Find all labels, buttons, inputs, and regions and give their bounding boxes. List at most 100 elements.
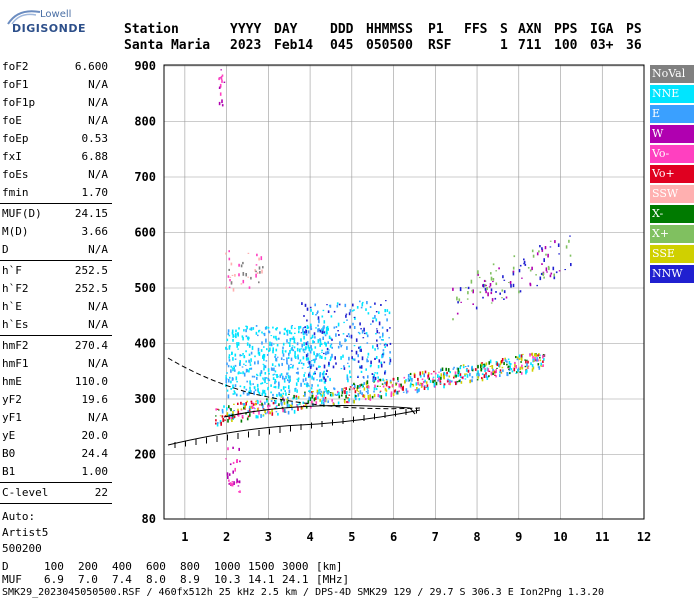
echo-dot xyxy=(266,398,268,401)
echo-dot xyxy=(258,330,260,333)
echo-dot xyxy=(359,345,362,349)
echo-dot xyxy=(296,404,299,406)
echo-dot xyxy=(333,326,336,329)
echo-dot xyxy=(252,327,255,330)
echo-dot xyxy=(290,348,293,351)
echo-dot xyxy=(268,404,271,407)
echo-dot xyxy=(275,335,277,338)
echo-dot xyxy=(314,372,316,375)
echo-dot xyxy=(301,343,303,348)
echo-dot xyxy=(240,419,243,423)
echo-dot xyxy=(316,379,318,381)
echo-dot xyxy=(555,271,558,274)
echo-dot xyxy=(294,327,296,329)
param-row: hmF1 N/A xyxy=(0,355,112,373)
echo-dot xyxy=(373,393,376,398)
echo-dot xyxy=(465,373,468,375)
param-row: B1 1.00 xyxy=(0,463,112,481)
echo-dot xyxy=(284,409,286,413)
echo-dot xyxy=(484,368,486,372)
echo-dot xyxy=(460,301,462,303)
echo-dot xyxy=(510,368,513,371)
echo-dot xyxy=(428,377,430,381)
echo-dot xyxy=(338,391,340,396)
echo-dot xyxy=(309,350,312,354)
param-row: C-level 22 xyxy=(0,484,112,502)
echo-dot xyxy=(237,413,240,417)
hdr-value-hhmmss: 050500 xyxy=(366,38,413,53)
echo-dot xyxy=(348,356,350,361)
echo-dot xyxy=(310,323,312,327)
echo-dot xyxy=(506,360,508,363)
echo-dot xyxy=(320,379,323,382)
echo-dot xyxy=(464,373,466,377)
echo-dot xyxy=(326,391,328,394)
echo-dot xyxy=(312,391,314,393)
param-row: fxI 6.88 xyxy=(0,148,112,166)
echo-dot xyxy=(396,382,398,384)
echo-dot xyxy=(305,405,308,409)
echo-dot xyxy=(355,350,358,355)
param-value: N/A xyxy=(88,168,108,181)
hdr-label-station: Station xyxy=(124,22,179,37)
echo-dot xyxy=(299,348,301,353)
echo-dot xyxy=(305,383,308,387)
hdr-label-ps: PS xyxy=(626,22,642,37)
echo-dot xyxy=(348,391,351,393)
echo-dot xyxy=(253,391,255,393)
echo-dot xyxy=(374,315,376,319)
echo-dot xyxy=(535,359,537,362)
echo-dot xyxy=(367,312,370,315)
hdr-value-pps: 100 xyxy=(554,38,578,53)
param-value: 270.4 xyxy=(74,339,108,352)
polarization-legend: NoVal NNE E W Vo- Vo+ SSW X- X+ SSE NNW xyxy=(650,65,694,285)
echo-dot xyxy=(300,332,303,334)
echo-dot xyxy=(264,365,267,369)
echo-dot xyxy=(280,393,282,396)
echo-dot xyxy=(223,81,226,83)
echo-dot xyxy=(344,338,346,343)
echo-dot xyxy=(234,384,237,388)
echo-dot xyxy=(315,367,318,371)
echo-dot xyxy=(353,358,356,361)
echo-dot xyxy=(483,374,486,378)
echo-dot xyxy=(296,389,298,393)
echo-dot xyxy=(378,379,381,381)
echo-dot xyxy=(496,367,498,369)
echo-dot xyxy=(508,365,510,368)
echo-dot xyxy=(225,458,227,460)
echo-dot xyxy=(542,360,544,363)
echo-dot xyxy=(467,365,470,367)
echo-dot xyxy=(329,359,332,362)
echo-dot xyxy=(271,408,273,412)
echo-dot xyxy=(273,386,276,388)
echo-dot xyxy=(228,250,230,253)
echo-dot xyxy=(537,359,539,362)
auto-label: Auto: xyxy=(2,510,36,523)
echo-dot xyxy=(471,379,473,383)
echo-dot xyxy=(549,240,552,242)
echo-dot xyxy=(477,375,480,379)
echo-dot xyxy=(307,400,310,404)
echo-dot xyxy=(235,376,238,381)
echo-dot xyxy=(264,392,267,397)
echo-dot xyxy=(526,362,528,367)
echo-dot xyxy=(432,376,435,378)
y-tick-label: 500 xyxy=(134,281,156,295)
echo-dot xyxy=(357,354,359,358)
echo-dot xyxy=(337,330,339,332)
echo-dot xyxy=(348,335,351,338)
echo-dot xyxy=(367,352,370,356)
echo-dot xyxy=(243,372,246,377)
echo-dot xyxy=(248,359,250,363)
echo-dot xyxy=(359,366,361,369)
echo-dot xyxy=(271,368,274,371)
echo-dot xyxy=(250,329,253,331)
legend-item-vo: Vo- xyxy=(650,145,694,163)
echo-dot xyxy=(321,394,324,398)
echo-dot xyxy=(260,382,262,385)
echo-dot xyxy=(386,318,388,322)
echo-dot xyxy=(237,402,239,405)
echo-dot xyxy=(449,371,451,374)
echo-dot xyxy=(325,351,327,356)
